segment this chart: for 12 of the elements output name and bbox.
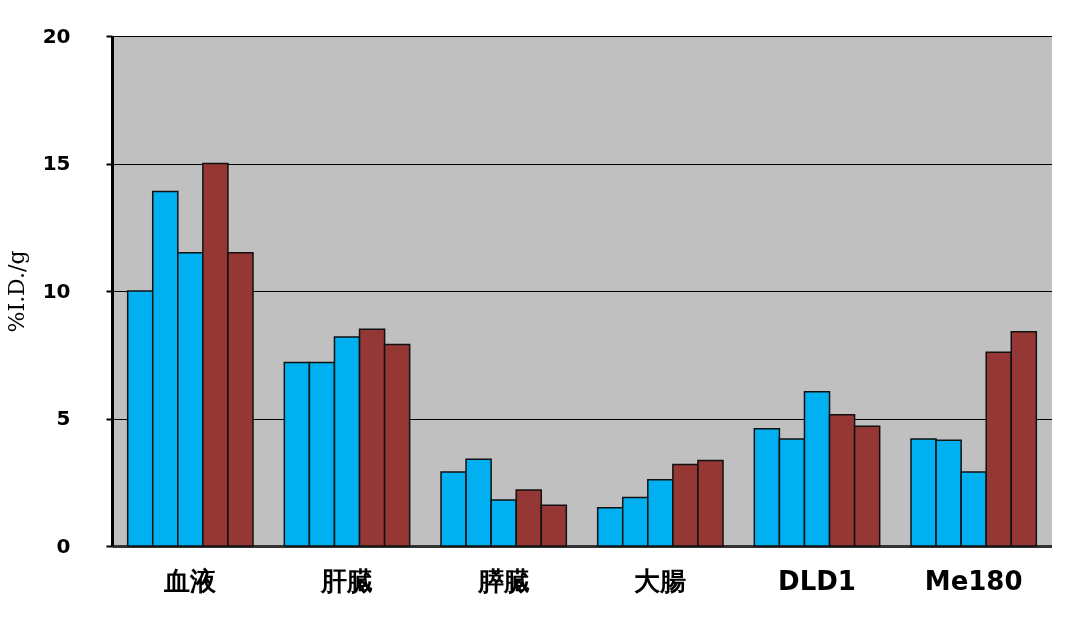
x-tick-label: 血液 bbox=[163, 565, 218, 596]
y-tick-label: 15 bbox=[42, 151, 71, 175]
x-tick-label: 膵臓 bbox=[476, 565, 530, 596]
y-tick-label: 20 bbox=[42, 23, 71, 48]
y-axis-title: %I.D./g bbox=[3, 250, 29, 333]
y-tick-label: 0 bbox=[56, 533, 71, 558]
y-tick-label: 5 bbox=[56, 406, 71, 430]
x-tick-label: Me180 bbox=[924, 565, 1023, 596]
x-tick-label: 肝臓 bbox=[320, 565, 373, 596]
y-tick-label: 10 bbox=[42, 278, 71, 303]
x-tick-label: 大腸 bbox=[634, 565, 687, 596]
x-tick-label: DLD1 bbox=[778, 565, 856, 596]
